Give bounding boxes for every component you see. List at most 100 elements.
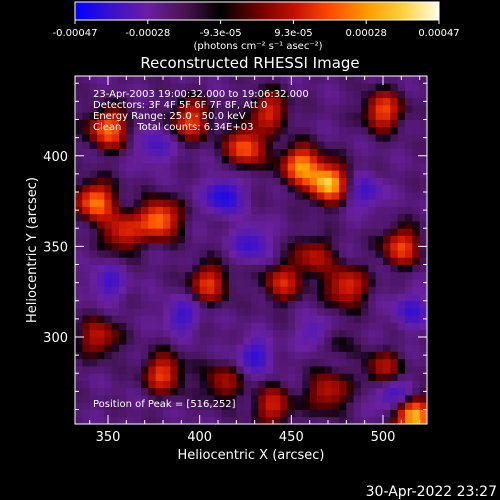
heatmap-cell xyxy=(214,257,222,265)
heatmap-cell xyxy=(119,156,127,164)
heatmap-cell xyxy=(412,76,420,84)
heatmap-cell xyxy=(398,236,406,244)
heatmap-cell xyxy=(126,178,134,186)
heatmap-cell xyxy=(390,91,398,99)
heatmap-cell xyxy=(75,236,83,244)
heatmap-cell xyxy=(339,352,347,360)
heatmap-cell xyxy=(346,344,354,352)
heatmap-cell xyxy=(104,134,112,142)
heatmap-cell xyxy=(405,265,413,273)
heatmap-cell xyxy=(90,417,98,425)
heatmap-cell xyxy=(376,192,384,200)
heatmap-cell xyxy=(317,149,325,157)
heatmap-cell xyxy=(251,402,259,410)
heatmap-cell xyxy=(141,134,149,142)
heatmap-cell xyxy=(383,178,391,186)
heatmap-cell xyxy=(383,344,391,352)
heatmap-cell xyxy=(82,185,90,193)
heatmap-cell xyxy=(383,98,391,106)
heatmap-cell xyxy=(236,279,244,287)
heatmap-cell xyxy=(310,279,318,287)
heatmap-cell xyxy=(90,185,98,193)
heatmap-cell xyxy=(288,330,296,338)
heatmap-cell xyxy=(332,417,340,425)
heatmap-cell xyxy=(258,279,266,287)
heatmap-cell xyxy=(412,402,420,410)
heatmap-cell xyxy=(163,207,171,215)
heatmap-cell xyxy=(192,323,200,331)
heatmap-cell xyxy=(420,141,428,149)
heatmap-cell xyxy=(148,381,156,389)
heatmap-cell xyxy=(412,163,420,171)
heatmap-cell xyxy=(112,236,120,244)
heatmap-cell xyxy=(134,352,142,360)
heatmap-cell xyxy=(229,352,237,360)
heatmap-cell xyxy=(126,308,134,316)
heatmap-cell xyxy=(236,323,244,331)
heatmap-cell xyxy=(82,207,90,215)
heatmap-cell xyxy=(346,294,354,302)
heatmap-cell xyxy=(317,83,325,91)
heatmap-cell xyxy=(346,199,354,207)
heatmap-cell xyxy=(156,149,164,157)
heatmap-cell xyxy=(90,170,98,178)
heatmap-cell xyxy=(134,178,142,186)
heatmap-cell xyxy=(236,170,244,178)
heatmap-cell xyxy=(412,178,420,186)
heatmap-cell xyxy=(354,417,362,425)
heatmap-cell xyxy=(332,301,340,309)
heatmap-cell xyxy=(266,207,274,215)
heatmap-cell xyxy=(266,228,274,236)
heatmap-cell xyxy=(376,236,384,244)
heatmap-cell xyxy=(339,134,347,142)
heatmap-cell xyxy=(104,286,112,294)
heatmap-cell xyxy=(82,359,90,367)
heatmap-cell xyxy=(244,330,252,338)
heatmap-cell xyxy=(244,337,252,345)
heatmap-cell xyxy=(156,410,164,418)
heatmap-cell xyxy=(324,323,332,331)
heatmap-cell xyxy=(214,228,222,236)
heatmap-cell xyxy=(383,250,391,258)
heatmap-cell xyxy=(244,352,252,360)
heatmap-cell xyxy=(324,185,332,193)
heatmap-cell xyxy=(222,373,230,381)
heatmap-cell xyxy=(266,76,274,84)
heatmap-cell xyxy=(354,388,362,396)
heatmap-cell xyxy=(376,337,384,345)
heatmap-cell xyxy=(90,366,98,374)
heatmap-cell xyxy=(354,76,362,84)
heatmap-cell xyxy=(90,337,98,345)
heatmap-cell xyxy=(383,192,391,200)
heatmap-cell xyxy=(244,192,252,200)
heatmap-cell xyxy=(310,185,318,193)
heatmap-cell xyxy=(236,395,244,403)
heatmap-cell xyxy=(178,141,186,149)
heatmap-cell xyxy=(244,279,252,287)
heatmap-cell xyxy=(376,265,384,273)
heatmap-cell xyxy=(258,76,266,84)
heatmap-cell xyxy=(207,344,215,352)
heatmap-cell xyxy=(295,178,303,186)
heatmap-cell xyxy=(266,402,274,410)
heatmap-cell xyxy=(295,279,303,287)
heatmap-cell xyxy=(280,228,288,236)
heatmap-cell xyxy=(310,221,318,229)
heatmap-cell xyxy=(229,185,237,193)
heatmap-cell xyxy=(354,344,362,352)
heatmap-cell xyxy=(405,120,413,128)
heatmap-cell xyxy=(75,402,83,410)
heatmap-cell xyxy=(273,149,281,157)
heatmap-cell xyxy=(346,279,354,287)
heatmap-cell xyxy=(82,388,90,396)
heatmap-cell xyxy=(170,388,178,396)
heatmap-cell xyxy=(324,395,332,403)
heatmap-cell xyxy=(280,395,288,403)
heatmap-cell xyxy=(390,120,398,128)
heatmap-cell xyxy=(119,301,127,309)
heatmap-cell xyxy=(310,250,318,258)
colorbar-tick-label: -0.00028 xyxy=(125,28,170,39)
heatmap-cell xyxy=(332,199,340,207)
heatmap-cell xyxy=(134,359,142,367)
heatmap-cell xyxy=(229,410,237,418)
